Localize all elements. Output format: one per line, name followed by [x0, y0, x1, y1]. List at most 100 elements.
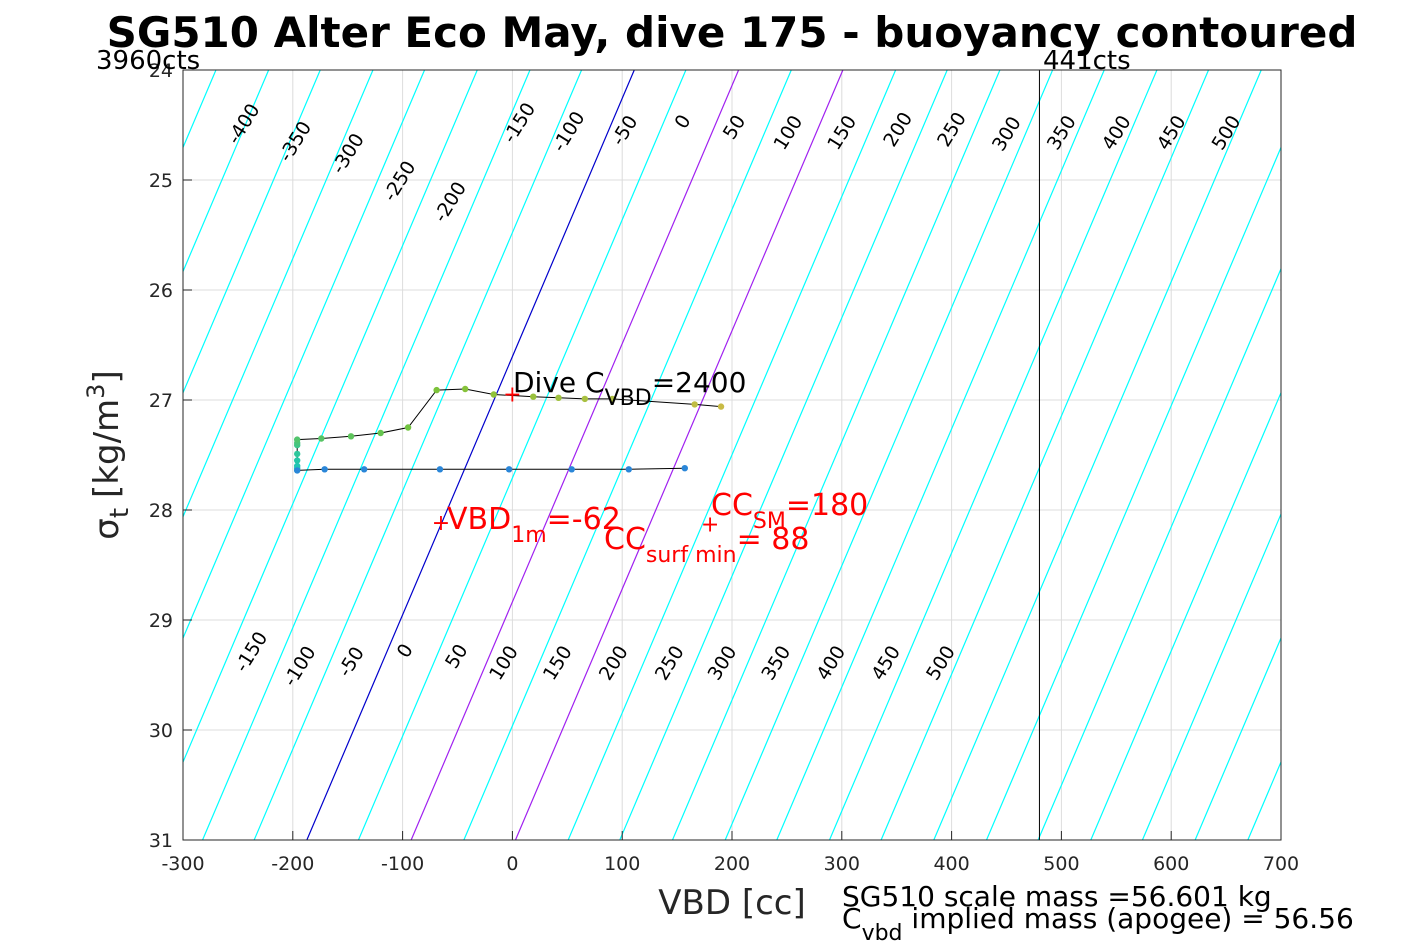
contour-label-bottom: 200: [595, 642, 633, 684]
cc-surf-min-annotation-sub: surf min: [646, 543, 737, 568]
track-point: [293, 436, 301, 443]
buoyancy-contour-850: [1194, 636, 1281, 840]
buoyancy-contours: [183, 70, 1281, 840]
track-line-1: [297, 467, 685, 471]
contour-label-top: -200: [429, 178, 471, 226]
footer-cvbd-symbol: C: [842, 902, 862, 935]
buoyancy-contour-900: [1247, 760, 1281, 840]
buoyancy-contour-250: [567, 70, 897, 840]
x-tick-label: -300: [161, 853, 204, 875]
track-point: [490, 391, 497, 398]
vbd-1m-annotation: VBD1m=-62: [447, 502, 621, 548]
x-tick-label: 300: [824, 853, 860, 875]
track-point: [568, 466, 575, 473]
buoyancy-contour-500: [828, 70, 1158, 840]
x-tick-label: 100: [604, 853, 640, 875]
dive-track: [293, 385, 729, 525]
track-point: [404, 424, 412, 431]
y-tick-label: 25: [149, 170, 173, 192]
buoyancy-contour-100: [410, 70, 740, 840]
buoyancy-contour-550: [880, 70, 1210, 840]
x-tick-label: 600: [1153, 853, 1189, 875]
y-tick-label: 28: [149, 500, 173, 522]
vbd-1m-marker: +: [432, 511, 450, 536]
contour-label-bottom: 300: [704, 642, 742, 684]
contour-label-top: -350: [275, 118, 317, 166]
buoyancy-contour-450: [776, 70, 1105, 840]
buoyancy-contour-800: [1141, 512, 1281, 840]
track-point: [433, 386, 440, 394]
x-tick-label: 700: [1263, 853, 1299, 875]
contour-label-top: 100: [769, 112, 807, 154]
track-point: [461, 385, 469, 393]
contour-label-bottom: 400: [812, 642, 850, 684]
contour-label-bottom: 50: [441, 640, 472, 672]
track-point: [717, 403, 725, 410]
y-axis-units: [kg/m: [87, 399, 127, 498]
buoyancy-contour-350: [671, 70, 1001, 840]
buoyancy-contour-50: [357, 70, 687, 840]
buoyancy-contour--100: [201, 70, 531, 840]
contour-label-top: 200: [879, 108, 917, 150]
track-point: [360, 466, 368, 473]
contour-label-bottom: 350: [757, 642, 795, 684]
buoyancy-contour-650: [985, 145, 1281, 840]
track-point: [609, 395, 616, 403]
cc-sm-annotation-sub: SM: [753, 509, 786, 534]
contour-label-bottom: -50: [334, 643, 369, 681]
contour-label-bottom: -100: [279, 642, 321, 690]
track-point: [318, 435, 325, 442]
contour-label-top: -300: [327, 130, 369, 178]
track-point: [436, 466, 444, 473]
contour-label-top: -100: [548, 108, 590, 156]
y-tick-label: 26: [149, 280, 173, 302]
contour-label-bottom: 0: [393, 640, 418, 662]
dive-cvbd-annotation-text: Dive C: [513, 366, 605, 399]
top-right-counts-label: 441cts: [1043, 46, 1131, 76]
buoyancy-contour-200: [514, 70, 844, 840]
track-point: [293, 450, 301, 458]
buoyancy-contour-300: [619, 70, 948, 840]
buoyancy-contour--200: [183, 70, 426, 640]
x-tick-label: -100: [381, 853, 424, 875]
contour-label-top: 50: [719, 111, 750, 143]
top-left-counts-label: 3960cts: [96, 46, 200, 76]
y-tick-label: 27: [149, 390, 173, 412]
y-tick-label: 24: [149, 60, 173, 82]
track-point: [377, 429, 384, 437]
buoyancy-contour-750: [1090, 391, 1281, 840]
contour-label-top: -250: [379, 157, 421, 205]
svg-text:σt[kg/m3]: σt [kg/m3]: [82, 370, 135, 539]
x-tick-label: 400: [933, 853, 969, 875]
contour-label-bottom: 100: [485, 642, 523, 684]
dive-cvbd-annotation-sub: VBD: [605, 386, 652, 411]
track-point: [681, 465, 688, 472]
dive-cvbd-annotation-value: =2400: [652, 366, 747, 399]
buoyancy-contour--350: [183, 70, 270, 273]
contour-label-top: 450: [1153, 112, 1191, 154]
contour-label-bottom: 500: [922, 642, 960, 684]
contour-label-top: 0: [670, 111, 695, 133]
contour-label-top: 300: [988, 113, 1026, 155]
contour-label-top: 350: [1043, 112, 1081, 154]
buoyancy-contour-600: [933, 70, 1262, 840]
cc-sm-marker: +: [701, 512, 719, 537]
track-point: [293, 467, 301, 474]
dive-cvbd-marker: +: [503, 383, 521, 408]
buoyancy-contour-400: [724, 70, 1054, 840]
cc-surf-min-annotation-text: CC: [604, 522, 646, 557]
contour-label-bottom: 150: [539, 642, 577, 684]
vbd-1m-annotation-text: VBD: [447, 502, 511, 537]
track-point: [347, 433, 355, 440]
buoyancy-contour--300: [183, 70, 321, 395]
buoyancy-contour--250: [183, 70, 374, 519]
buoyancy-contour-0: [306, 70, 635, 840]
track-point: [293, 457, 301, 464]
y-tick-label: 29: [149, 610, 173, 632]
buoyancy-contour-700: [1037, 267, 1281, 840]
track-point: [625, 466, 632, 473]
contour-label-top: -150: [499, 99, 541, 147]
cc-sm-annotation: CCSM=180: [711, 488, 868, 534]
contour-label-top: 500: [1208, 112, 1246, 154]
